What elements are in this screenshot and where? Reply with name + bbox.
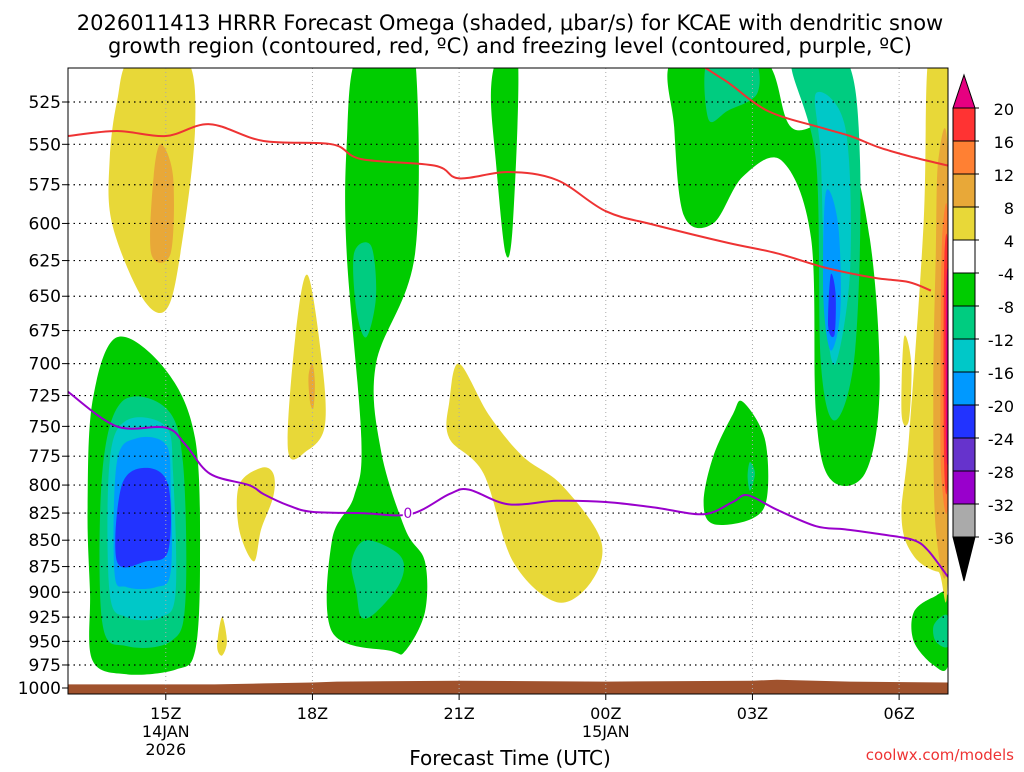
sinking-motion-tongue — [287, 274, 326, 460]
colorbar-label-16: 16 — [994, 133, 1014, 152]
terrain-layer — [68, 679, 948, 694]
y-tick-label-800: 800 — [29, 476, 61, 496]
contour-layer: 0 — [68, 68, 948, 578]
colorbar-label-8: 8 — [1004, 199, 1014, 218]
y-tick-label-675: 675 — [29, 322, 61, 342]
colorbar-label--20: -20 — [988, 397, 1014, 416]
colorbar-label-20: 20 — [994, 100, 1014, 119]
rising-motion-middle — [351, 540, 405, 619]
y-axis: 525 550 575 600 625 650 675 700 725 750 775 800 825 8… — [18, 93, 68, 699]
colorbar-label--8: -8 — [998, 298, 1014, 317]
colorbar-swatch-6 — [952, 272, 976, 307]
y-tick-label-925: 925 — [29, 608, 61, 628]
colorbar-swatch-2 — [952, 140, 976, 175]
colorbar-label-12: 12 — [994, 166, 1014, 185]
rising-motion-0300 — [703, 400, 769, 525]
dendritic-snow-growth-contour — [703, 68, 948, 167]
gridlines — [68, 68, 948, 694]
sinking-motion-spot — [217, 617, 227, 656]
freezing-level-label-bg — [402, 505, 413, 521]
rising-motion-edge — [911, 591, 948, 671]
x-tick-label-15Z: 15Z — [150, 704, 181, 723]
y-tick-label-600: 600 — [29, 214, 61, 234]
colorbar-swatch-11 — [952, 437, 976, 472]
sinking-motion-early — [108, 68, 196, 314]
x-tick-year-15Z: 2026 — [145, 740, 186, 759]
x-tick-label-06Z: 06Z — [883, 704, 914, 723]
chart-title-line1: 2026011413 HRRR Forecast Omega (shaded, … — [77, 11, 943, 35]
colorbar-swatch-7 — [952, 305, 976, 340]
rising-motion-edge — [933, 614, 948, 648]
colorbar-swatch-12 — [952, 470, 976, 505]
chart-title-line2: growth region (contoured, red, ºC) and f… — [108, 34, 912, 58]
y-tick-label-700: 700 — [29, 355, 61, 375]
rising-motion-middle — [326, 68, 428, 655]
colorbar-swatch-1 — [952, 107, 976, 142]
x-tick-label-21Z: 21Z — [443, 704, 474, 723]
colorbar-swatch-8 — [952, 338, 976, 373]
colorbar-label--24: -24 — [988, 430, 1014, 449]
colorbar-label--4: -4 — [998, 265, 1014, 284]
y-tick-label-875: 875 — [29, 558, 61, 578]
colorbar-label--32: -32 — [988, 496, 1014, 515]
plot-area: 0 — [67, 67, 949, 695]
y-tick-label-950: 950 — [29, 632, 61, 652]
rising-motion-upper-streak — [490, 68, 519, 258]
omega-shading — [87, 68, 948, 675]
y-tick-label-625: 625 — [29, 252, 61, 272]
x-tick-label-18Z: 18Z — [297, 704, 328, 723]
terrain-surface — [68, 679, 948, 694]
colorbar-swatch-3 — [952, 173, 976, 208]
colorbar-label--36: -36 — [988, 529, 1014, 548]
x-tick-label-00Z: 00Z — [590, 704, 621, 723]
sinking-motion-tongue — [308, 363, 315, 410]
x-tick-label-03Z: 03Z — [737, 704, 768, 723]
credit-text: coolwx.com/models — [866, 746, 1014, 764]
rising-motion-late — [828, 273, 836, 338]
sinking-motion-right-edge — [901, 335, 912, 426]
colorbar-swatch-13 — [952, 503, 976, 538]
freezing-level-contour — [68, 390, 948, 578]
y-tick-label-775: 775 — [29, 447, 61, 467]
y-tick-label-850: 850 — [29, 531, 61, 551]
x-axis-title: Forecast Time (UTC) — [409, 746, 611, 768]
colorbar-swatch-bottom — [952, 536, 976, 582]
colorbar-label--12: -12 — [988, 331, 1014, 350]
colorbar-label--28: -28 — [988, 463, 1014, 482]
sinking-motion-spot — [236, 467, 275, 562]
y-tick-label-750: 750 — [29, 417, 61, 437]
colorbar-swatch-5 — [952, 239, 976, 274]
y-tick-label-650: 650 — [29, 287, 61, 307]
colorbar: 20 16 12 8 4 -4 -8 -12 -16 -20 -24 -28 -32 -36 — [952, 73, 1014, 582]
plot-frame — [67, 67, 949, 695]
y-tick-label-1000: 1000 — [18, 679, 61, 699]
rising-motion-early — [115, 467, 171, 568]
y-tick-label-825: 825 — [29, 504, 61, 524]
y-tick-label-550: 550 — [29, 135, 61, 155]
dendritic-snow-growth-contour — [68, 123, 932, 292]
rising-motion-middle — [353, 242, 377, 338]
colorbar-swatch-10 — [952, 404, 976, 439]
x-tick-date-15Z: 14JAN — [142, 722, 190, 741]
rising-motion-late — [704, 68, 760, 123]
sinking-motion-early — [150, 144, 174, 263]
freezing-level-label: 0 — [403, 506, 412, 522]
y-tick-label-525: 525 — [29, 93, 61, 113]
sinking-motion-wedge — [446, 363, 603, 603]
colorbar-label-4: 4 — [1004, 232, 1014, 251]
colorbar-swatch-4 — [952, 206, 976, 241]
y-tick-label-575: 575 — [29, 176, 61, 196]
colorbar-label--16: -16 — [988, 364, 1014, 383]
y-tick-label-900: 900 — [29, 583, 61, 603]
colorbar-swatch-9 — [952, 371, 976, 406]
sinking-motion-right-edge — [945, 268, 948, 465]
colorbar-swatch-top — [952, 73, 976, 109]
x-tick-date-00Z: 15JAN — [582, 722, 630, 741]
y-tick-label-975: 975 — [29, 656, 61, 676]
rising-motion-0300 — [747, 461, 755, 491]
y-tick-label-725: 725 — [29, 387, 61, 407]
